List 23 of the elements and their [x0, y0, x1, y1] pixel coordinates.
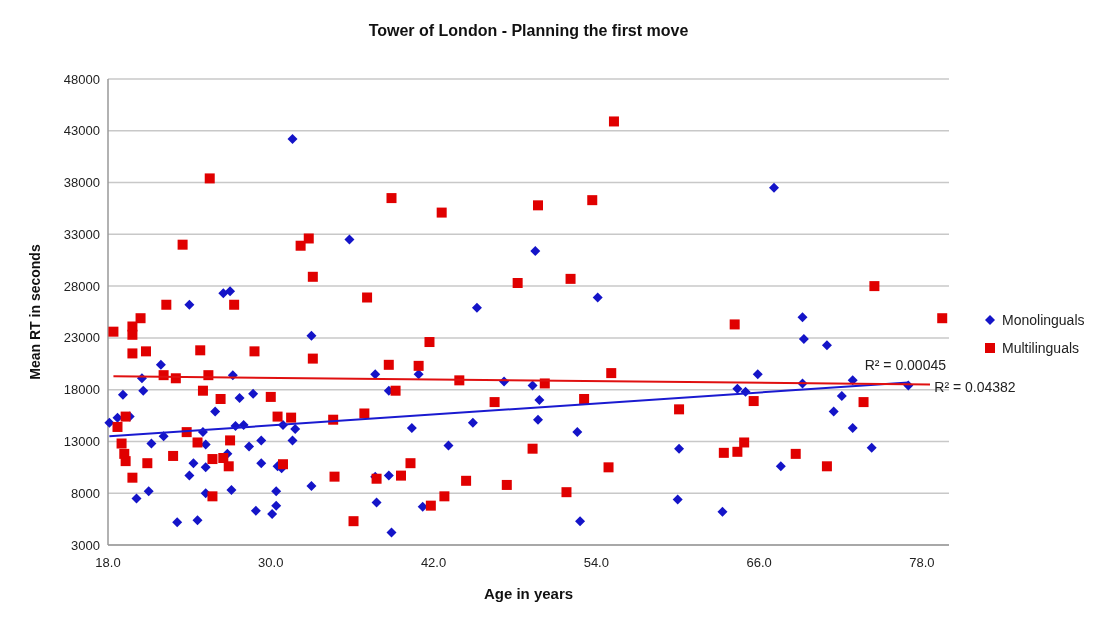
legend-label: Monolinguals: [1002, 311, 1085, 328]
y-tick-label: 48000: [63, 71, 100, 87]
x-tick-label: 66.0: [746, 555, 772, 570]
x-tick-label: 18.0: [95, 555, 121, 570]
annotation: R² = 0.04382: [934, 379, 1016, 396]
y-tick-label: 33000: [63, 226, 100, 242]
y-tick-label: 38000: [63, 175, 100, 191]
x-axis-title: Age in years: [483, 585, 574, 602]
x-tick-label: 42.0: [420, 555, 447, 570]
legend-label: Multilinguals: [1002, 339, 1080, 356]
annotation: R² = 0.00045: [864, 357, 947, 374]
x-tick-label: 54.0: [583, 555, 609, 570]
x-tick-label: 30.0: [258, 555, 284, 570]
y-tick-label: 28000: [63, 278, 100, 294]
y-tick-label: 18000: [63, 382, 100, 398]
y-tick-label: 43000: [63, 123, 100, 139]
x-tick-label: 78.0: [909, 555, 935, 570]
chart-title: Tower of London - Planning the first move: [368, 22, 689, 39]
y-tick-label: 13000: [63, 433, 100, 449]
y-axis-title: Mean RT in seconds: [27, 244, 43, 380]
y-tick-label: 23000: [63, 330, 100, 346]
y-tick-label: 3000: [71, 537, 100, 553]
y-tick-label: 8000: [71, 485, 100, 501]
